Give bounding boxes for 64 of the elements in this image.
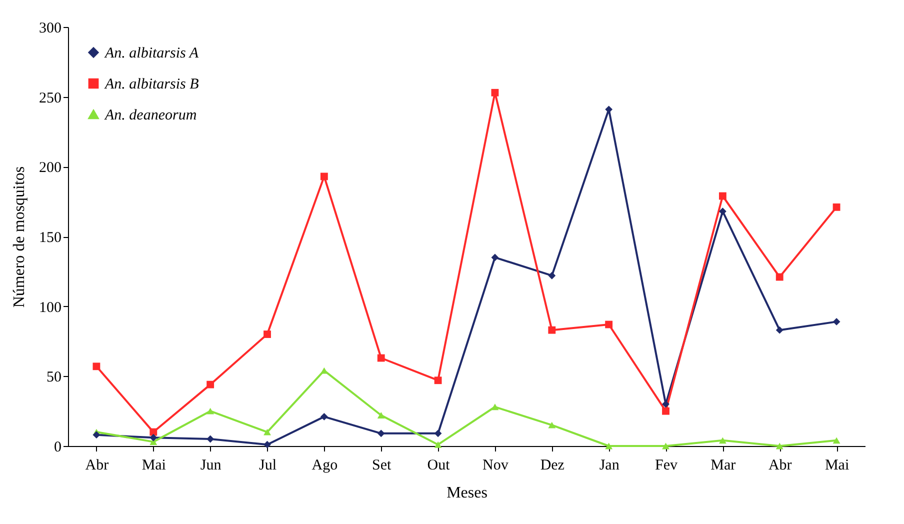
point xyxy=(320,367,328,374)
x-tick-label: Dez xyxy=(540,458,565,474)
point xyxy=(491,254,499,262)
point xyxy=(206,435,214,443)
point xyxy=(434,441,442,448)
point xyxy=(264,330,271,338)
point xyxy=(377,430,385,438)
point xyxy=(320,172,328,180)
point xyxy=(320,412,328,420)
point xyxy=(832,203,840,211)
y-tick-label: 150 xyxy=(39,230,62,246)
point xyxy=(662,407,670,415)
y-axis-title: Número de mosquitos xyxy=(11,166,28,308)
point xyxy=(92,362,100,370)
point xyxy=(434,376,442,384)
y-tick-label: 200 xyxy=(39,160,62,176)
point xyxy=(150,428,158,436)
point xyxy=(264,440,271,448)
point xyxy=(662,442,670,450)
point xyxy=(605,442,613,450)
point xyxy=(776,273,784,281)
x-axis-title: Meses xyxy=(446,484,488,502)
y-tick-label: 50 xyxy=(46,370,62,386)
x-tick-label: Jan xyxy=(599,458,620,474)
point xyxy=(150,434,158,442)
x-tick-label: Nov xyxy=(482,458,509,474)
point xyxy=(832,318,840,326)
x-tick-label: Jul xyxy=(258,458,277,474)
x-tick-label: Fev xyxy=(655,458,678,474)
point xyxy=(718,208,726,216)
point xyxy=(92,431,100,439)
point xyxy=(434,430,442,438)
x-tick-label: Set xyxy=(372,458,392,474)
point xyxy=(718,437,726,444)
point xyxy=(718,192,726,200)
legend-label: An. deaneorum xyxy=(104,108,197,124)
point xyxy=(491,88,499,96)
y-tick-label: 100 xyxy=(39,300,62,316)
x-tick-label: Out xyxy=(427,458,451,474)
point xyxy=(491,404,499,410)
x-tick-label: Mai xyxy=(824,458,850,474)
point xyxy=(377,412,385,418)
y-tick-label: 0 xyxy=(54,440,62,456)
point xyxy=(548,272,556,280)
point xyxy=(206,380,214,388)
x-tick-label: Abr xyxy=(768,458,792,474)
y-tick-label: 250 xyxy=(39,90,62,106)
point xyxy=(605,320,613,328)
point xyxy=(548,326,556,334)
legend-label: An. albitarsis A xyxy=(104,46,200,62)
x-tick-label: Jun xyxy=(200,458,222,474)
y-tick-label: 300 xyxy=(39,20,62,36)
point xyxy=(548,422,556,428)
point xyxy=(832,437,840,444)
x-tick-label: Ago xyxy=(312,458,338,474)
x-tick-label: Mar xyxy=(710,458,736,474)
point xyxy=(776,442,784,450)
legend-label: An. albitarsis B xyxy=(104,76,199,92)
point xyxy=(776,326,784,334)
x-tick-label: Abr xyxy=(85,458,109,474)
x-tick-label: Mai xyxy=(142,458,166,474)
point xyxy=(264,428,271,436)
point xyxy=(377,354,385,362)
point xyxy=(206,408,214,414)
